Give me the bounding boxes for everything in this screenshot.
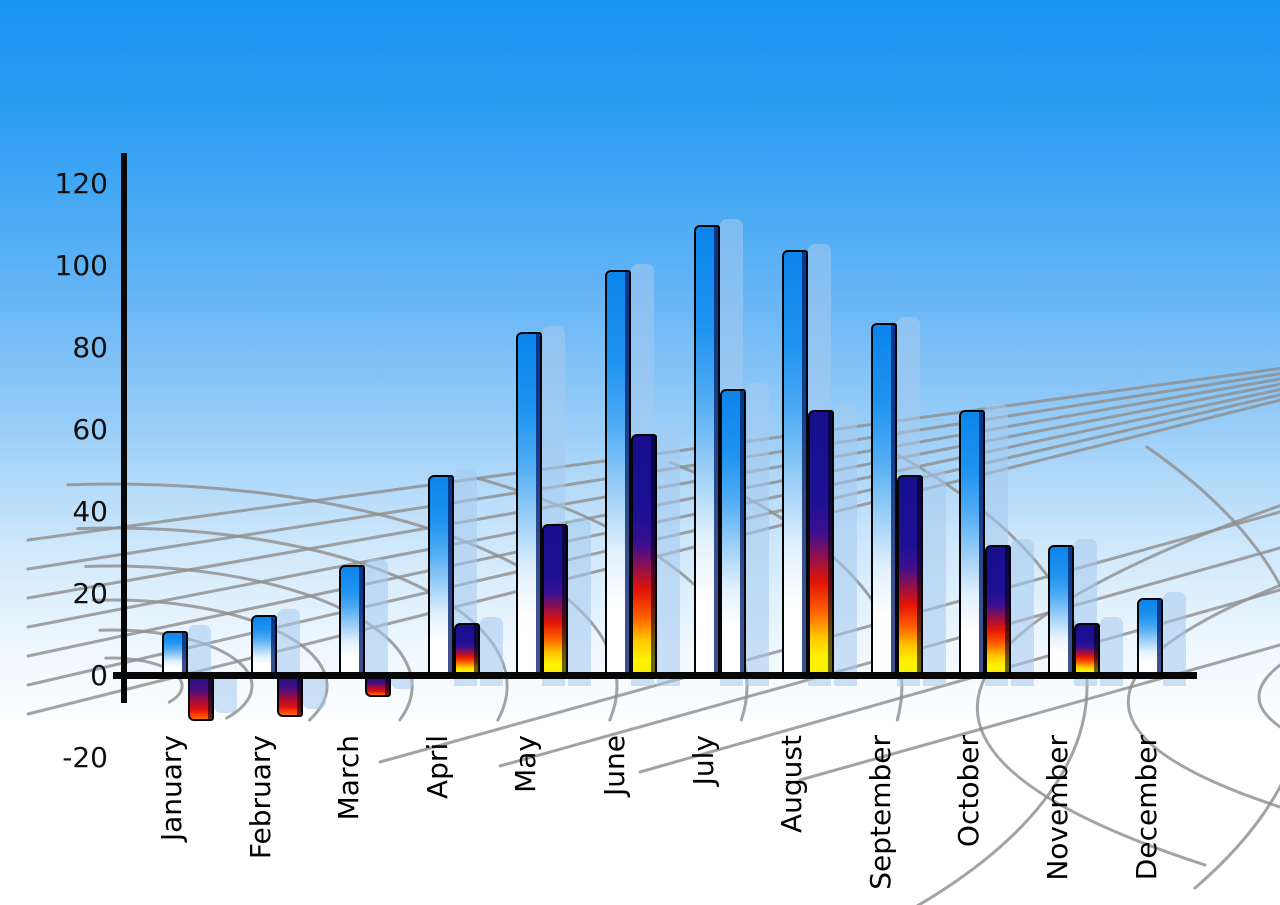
month-label-april: April [420,735,454,799]
primary-bar-may [516,331,543,676]
month-label-august: August [775,735,809,833]
y-tick-0: 0 [90,659,108,692]
bar-shadow [214,672,237,714]
bar-shadow [188,624,211,686]
secondary-bar-march [365,676,392,697]
month-label-march: March [332,735,366,821]
bar-shadow [276,608,300,686]
secondary-bar-april [453,622,480,676]
primary-bar-june [605,270,631,676]
secondary-bar-february [276,676,303,717]
month-label-december: December [1129,735,1163,881]
secondary-bar-january [188,676,214,722]
bar-shadow [568,518,592,686]
month-label-may: May [509,735,543,793]
y-tick--20: -20 [62,741,108,774]
y-axis-line [121,153,127,703]
primary-bar-august [782,249,809,676]
month-label-june: June [598,735,631,796]
bar-shadow [365,559,389,686]
primary-bar-july [693,225,720,676]
secondary-bar-november [1074,622,1100,676]
secondary-bar-september [896,475,923,676]
secondary-bar-october [985,544,1012,676]
secondary-bar-may [542,524,569,676]
y-tick-100: 100 [54,249,108,282]
y-tick-40: 40 [72,495,108,528]
primary-bar-march [339,565,366,676]
bar-shadow [1100,616,1123,686]
primary-bar-september [870,323,897,676]
y-tick-60: 60 [72,413,108,446]
bar-shadow [479,616,503,686]
secondary-bar-august [808,409,835,676]
secondary-bar-july [719,389,746,676]
y-tick-80: 80 [72,331,108,364]
secondary-bar-june [631,434,657,676]
month-label-september: September [863,735,897,890]
primary-bar-october [959,409,986,676]
primary-bar-november [1048,544,1074,676]
bar-shadow [834,403,858,686]
month-label-july: July [686,735,720,786]
bar-shadow [922,469,946,686]
y-tick-20: 20 [72,577,108,610]
primary-bar-april [427,475,454,676]
month-label-november: November [1041,735,1074,881]
y-tick-120: 120 [54,167,108,200]
primary-bar-february [250,614,277,676]
bar-shadow [657,428,680,686]
bar-shadow [302,672,326,709]
x-axis-zero-line [113,672,1197,679]
bar-shadow [1011,538,1035,686]
bar-shadow [1162,592,1186,686]
month-label-february: February [243,735,277,860]
bar-shadow [745,383,769,686]
month-label-october: October [952,735,986,848]
primary-bar-january [162,630,188,676]
month-label-january: January [155,735,188,842]
primary-bar-december [1136,598,1163,676]
